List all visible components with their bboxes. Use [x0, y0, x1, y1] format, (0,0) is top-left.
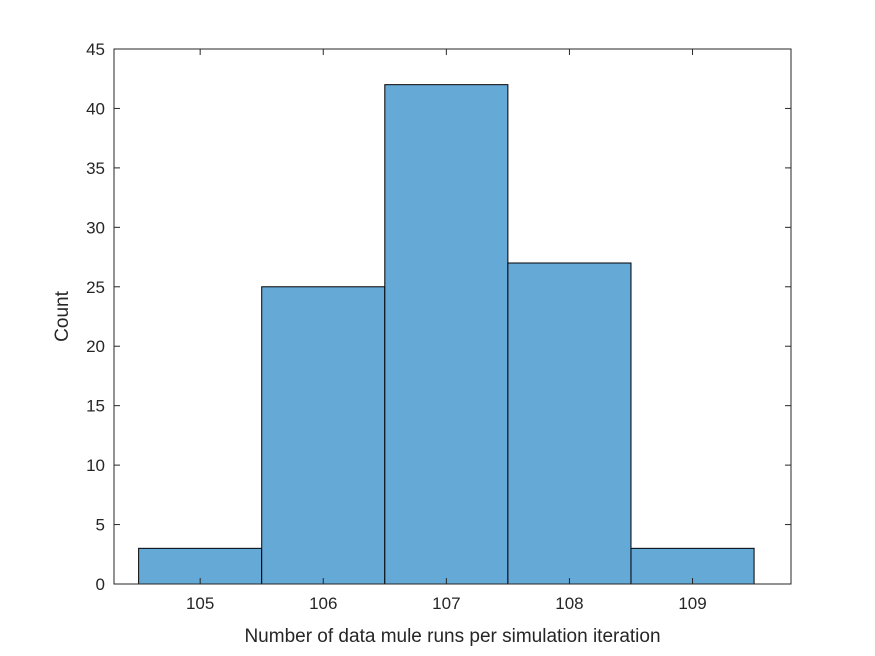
y-tick-label-20: 20: [86, 337, 105, 356]
x-tick-label-105: 105: [186, 594, 214, 613]
x-axis-label: Number of data mule runs per simulation …: [244, 626, 660, 647]
y-tick-label-0: 0: [96, 575, 105, 594]
y-axis-ticks: 0 5 10 15 20 25 30 35 40 45: [86, 40, 791, 594]
y-tick-label-15: 15: [86, 397, 105, 416]
bars-group: [138, 84, 755, 585]
bar-108: [507, 262, 632, 585]
x-tick-label-106: 106: [309, 594, 337, 613]
axes-frame: [113, 48, 792, 585]
y-tick-label-45: 45: [86, 40, 105, 59]
y-tick-label-35: 35: [86, 159, 105, 178]
plot-box: [113, 48, 792, 585]
y-axis-label: Count: [52, 290, 73, 341]
bar-107: [384, 84, 509, 585]
y-tick-label-5: 5: [96, 516, 105, 535]
y-tick-label-10: 10: [86, 456, 105, 475]
y-tick-label-25: 25: [86, 278, 105, 297]
x-tick-label-108: 108: [555, 594, 583, 613]
x-tick-label-107: 107: [432, 594, 460, 613]
y-tick-label-40: 40: [86, 99, 105, 118]
x-axis-ticks: 105 106 107 108 109: [186, 49, 707, 613]
y-tick-label-30: 30: [86, 218, 105, 237]
bar-106: [261, 286, 386, 585]
x-tick-label-109: 109: [678, 594, 706, 613]
